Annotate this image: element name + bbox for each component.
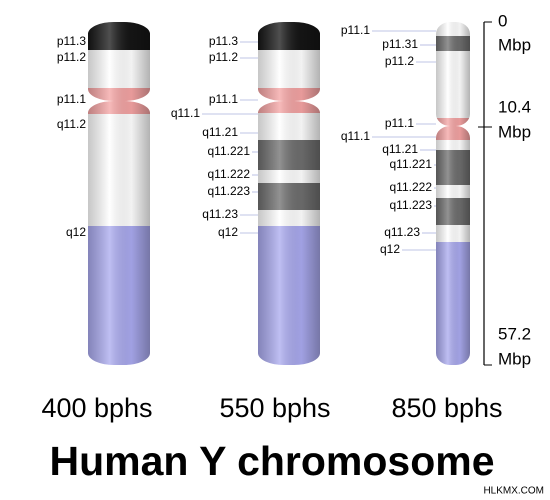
band-label: q11.23: [202, 207, 238, 221]
chromosome-label: 550 bphs: [219, 393, 330, 423]
band-label: p11.2: [57, 50, 86, 64]
chromosome-label: 400 bphs: [41, 393, 152, 423]
band-label: q11.1: [341, 129, 370, 143]
chromosome: [88, 22, 150, 365]
band-label: p11.3: [209, 34, 238, 48]
band-label: p11.3: [57, 34, 86, 48]
shading: [88, 22, 150, 365]
band-label: q11.23: [384, 225, 420, 239]
chromosome-label: 850 bphs: [391, 393, 502, 423]
shading: [436, 22, 470, 365]
band-label: q11.222: [390, 180, 433, 194]
band-label: p11.1: [57, 92, 86, 106]
band-label: q12: [380, 242, 400, 256]
band-label: p11.1: [209, 92, 238, 106]
band-label: q11.1: [171, 106, 200, 120]
chromosome: [258, 22, 320, 365]
band-label: q12: [218, 225, 238, 239]
band-label: q11.221: [208, 144, 251, 158]
band-label: p11.2: [209, 50, 238, 64]
band-label: p11.1: [385, 116, 414, 130]
band-label: q11.221: [390, 157, 433, 171]
band-label: q11.222: [208, 167, 251, 181]
chromosomes: p11.3 p11.2 p11.1 q11.2 q12 p11.3 p11.2 p11.1 q1…: [57, 22, 470, 365]
title: Human Y chromosome: [49, 438, 494, 484]
band-label: q11.21: [202, 125, 238, 139]
scale-value: 0: [498, 11, 507, 30]
scale-value: 57.2: [498, 324, 531, 343]
band-label: p11.2: [385, 54, 414, 68]
shading: [258, 22, 320, 365]
watermark: HLKMX.COM: [483, 486, 544, 497]
scale-unit: Mbp: [498, 35, 531, 54]
band-label: p11.1: [341, 23, 370, 37]
band-label: q11.223: [208, 184, 251, 198]
scale: 0 Mbp 10.4 Mbp 57.2 Mbp: [478, 11, 531, 368]
band-label: q11.2: [57, 117, 86, 131]
band-label: q12: [66, 225, 86, 239]
chromosome: [436, 22, 470, 365]
scale-value: 10.4: [498, 97, 531, 116]
band-label: q11.223: [390, 198, 433, 212]
band-label: p11.31: [382, 37, 418, 51]
scale-unit: Mbp: [498, 349, 531, 368]
band-label: q11.21: [382, 142, 418, 156]
scale-unit: Mbp: [498, 122, 531, 141]
